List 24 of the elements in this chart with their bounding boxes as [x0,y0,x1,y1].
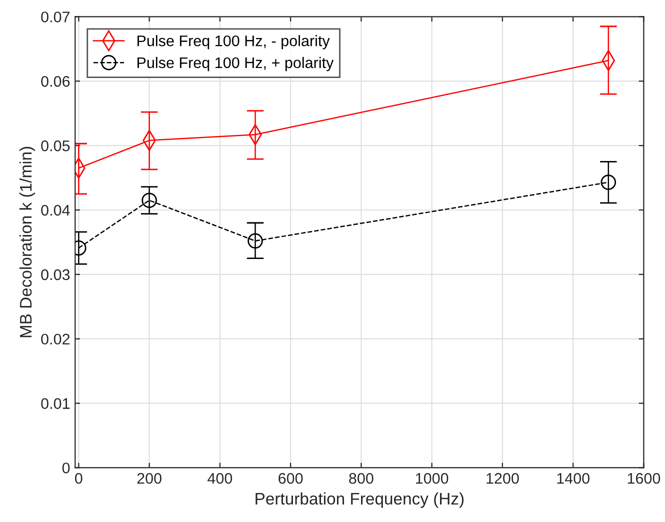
x-tick-label: 200 [137,472,162,484]
y-tick-label: 0.01 [41,398,70,409]
y-tick-label: 0.07 [41,12,70,22]
x-tick-label: 600 [278,472,303,484]
x-tick-label: 0 [75,472,82,484]
point [142,192,157,208]
y-tick-label: 0 [62,462,70,474]
y-tick-label: 0.06 [41,76,70,87]
x-tick-label: 1600 [628,472,660,484]
x-axis-title: Perturbation Frequency (Hz) [256,492,464,508]
point [600,174,616,190]
x-tick-label: 1200 [486,472,519,484]
x-tick-label: 1000 [416,472,448,484]
x-tick-label: 800 [349,472,374,484]
x-tick-label: 1400 [557,472,590,484]
y-tick-label: 0.03 [41,269,70,280]
legend-label: Pulse Freq 100 Hz, + polarity [138,56,334,72]
y-axis-title: MB Decoloration k (1/min) [19,146,35,338]
y-tick-label: 0.04 [41,204,70,216]
y-tick-label: 0.05 [41,140,70,152]
point [248,233,263,249]
legend-label: Pulse Freq 100 Hz, - polarity [138,35,330,50]
y-tick-label: 0.02 [41,334,70,345]
x-tick-label: 400 [208,472,232,484]
